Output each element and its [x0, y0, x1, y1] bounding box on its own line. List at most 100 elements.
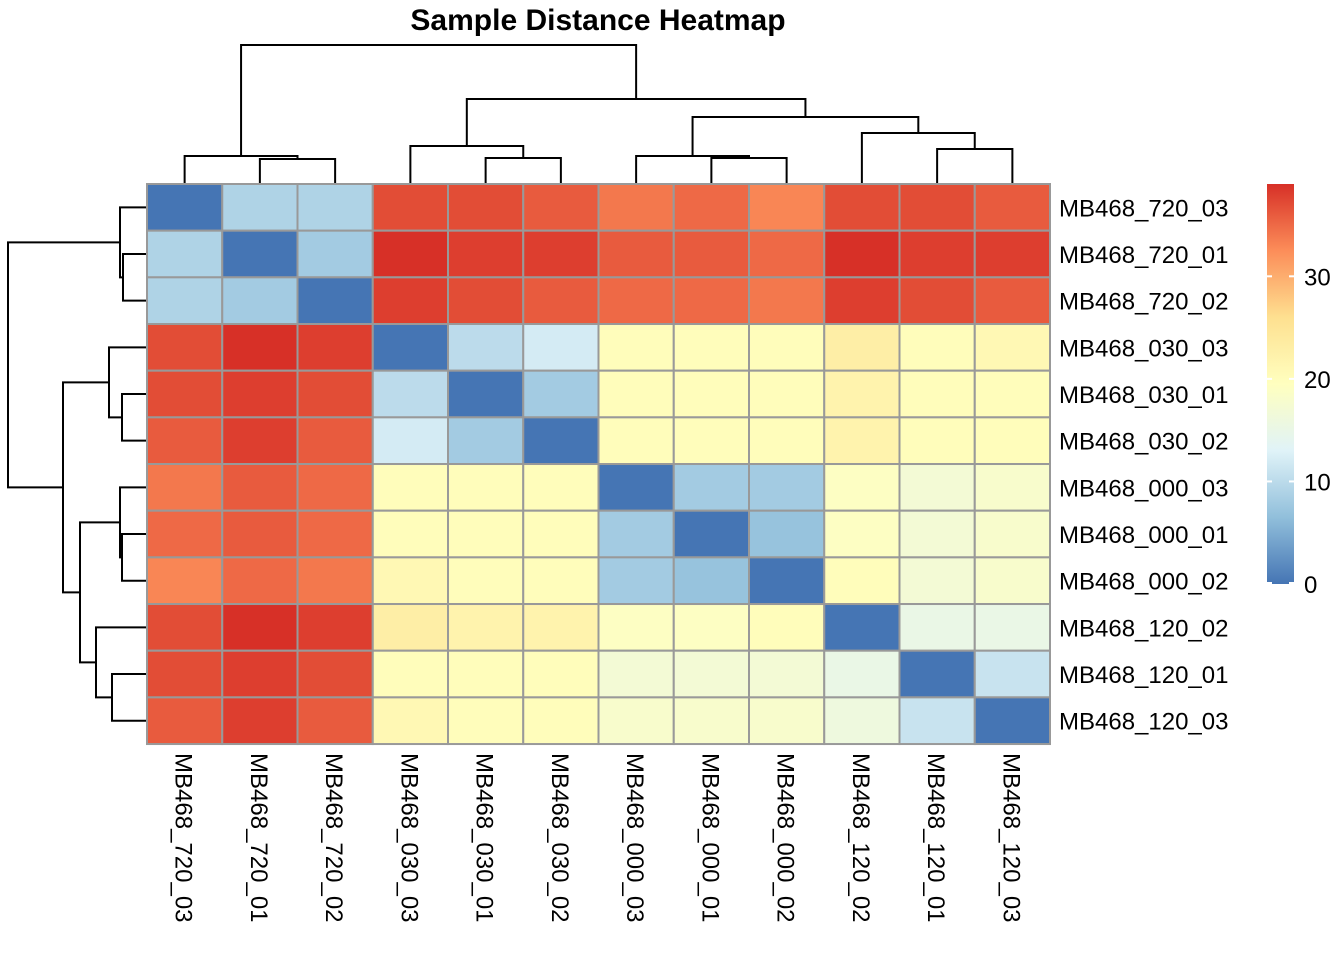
heatmap-cell: [371, 229, 449, 279]
heatmap-cell: [898, 229, 976, 279]
dendrogram-branch: [119, 486, 147, 559]
row-label: MB468_120_02: [1059, 615, 1228, 642]
heatmap-cell: [672, 696, 750, 746]
heatmap-cell: [672, 463, 750, 512]
heatmap-cell: [823, 183, 901, 232]
column-label: MB468_120_02: [847, 753, 874, 922]
heatmap-cell: [748, 556, 826, 606]
heatmap-cell: [221, 509, 299, 559]
heatmap-cell: [296, 229, 374, 279]
heatmap-cell: [447, 463, 525, 512]
row-label: MB468_720_02: [1059, 289, 1228, 316]
heatmap-cell: [371, 696, 449, 746]
heatmap-cell: [146, 603, 224, 652]
heatmap-cell: [371, 323, 449, 372]
heatmap-cell: [823, 416, 901, 466]
heatmap-cell: [296, 183, 374, 232]
heatmap-cell: [823, 696, 901, 746]
heatmap-cell: [522, 603, 600, 652]
heatmap-cell: [221, 649, 299, 699]
column-labels: MB468_720_03 MB468_720_01 MB468_720_02 MB46…: [170, 753, 1025, 922]
heatmap-cell: [221, 416, 299, 466]
heatmap-cell: [522, 649, 600, 699]
heatmap-cell: [522, 276, 600, 326]
heatmap-cell: [823, 229, 901, 279]
column-dendrogram: [183, 44, 1014, 184]
heatmap-cell: [672, 276, 750, 326]
heatmap-cell: [522, 323, 600, 372]
heatmap-cell: [748, 229, 826, 279]
heatmap-cell: [447, 696, 525, 746]
heatmap-cell: [221, 603, 299, 652]
heatmap-cell: [672, 229, 750, 279]
heatmap-cell: [898, 323, 976, 372]
heatmap-cell: [748, 649, 826, 699]
legend-tick-label: 20: [1304, 367, 1331, 394]
heatmap-cell: [447, 603, 525, 652]
heatmap-cell: [672, 603, 750, 652]
heatmap-cell: [146, 323, 224, 372]
heatmap-cell: [898, 183, 976, 232]
heatmap-cell: [146, 556, 224, 606]
heatmap-cell: [371, 509, 449, 559]
row-label: MB468_720_01: [1059, 242, 1228, 269]
heatmap-cell: [296, 276, 374, 326]
heatmap-cell: [973, 649, 1051, 699]
heatmap-cell: [221, 229, 299, 279]
heatmap-cell: [823, 369, 901, 419]
dendrogram-branch: [240, 44, 638, 156]
heatmap-cell: [221, 276, 299, 326]
heatmap-cell: [597, 276, 675, 326]
row-label: MB468_000_03: [1059, 475, 1228, 502]
heatmap-cell: [973, 463, 1051, 512]
heatmap-cell: [146, 183, 224, 232]
heatmap-cell: [447, 183, 525, 232]
heatmap-cell: [522, 183, 600, 232]
heatmap-cell: [898, 416, 976, 466]
heatmap-cell: [146, 463, 224, 512]
dendrogram-branch: [111, 673, 147, 722]
heatmap-cell: [823, 649, 901, 699]
heatmap-cell: [522, 416, 600, 466]
heatmap-cell: [597, 229, 675, 279]
heatmap-cell: [296, 696, 374, 746]
heatmap-cell: [597, 603, 675, 652]
heatmap-cells: [146, 183, 1051, 746]
dendrogram-branch: [183, 155, 299, 184]
row-dendrogram: [7, 206, 147, 722]
heatmap-cell: [146, 649, 224, 699]
heatmap-cell: [146, 369, 224, 419]
heatmap-cell: [898, 696, 976, 746]
heatmap-cell: [597, 463, 675, 512]
dendrogram-branch: [108, 346, 147, 419]
heatmap-cell: [146, 509, 224, 559]
dendrogram-branch: [121, 533, 147, 582]
heatmap-cell: [973, 323, 1051, 372]
heatmap-cell: [748, 276, 826, 326]
column-label: MB468_120_03: [997, 753, 1024, 922]
row-label: MB468_030_03: [1059, 335, 1228, 362]
heatmap-cell: [597, 416, 675, 466]
heatmap-cell: [597, 556, 675, 606]
heatmap-cell: [447, 509, 525, 559]
heatmap-cell: [823, 323, 901, 372]
heatmap-cell: [371, 463, 449, 512]
heatmap-cell: [672, 649, 750, 699]
heatmap-cell: [221, 556, 299, 606]
heatmap-cell: [973, 696, 1051, 746]
heatmap-cell: [823, 603, 901, 652]
heatmap-cell: [748, 509, 826, 559]
dendrogram-branch: [710, 157, 788, 184]
heatmap-cell: [898, 556, 976, 606]
chart-title: Sample Distance Heatmap: [410, 4, 785, 37]
dendrogram-branch: [691, 116, 920, 156]
heatmap-cell: [748, 369, 826, 419]
heatmap-cell: [672, 416, 750, 466]
column-label: MB468_030_02: [546, 753, 573, 922]
heatmap-cell: [522, 509, 600, 559]
dendrogram-branch: [95, 626, 147, 699]
heatmap-cell: [522, 229, 600, 279]
heatmap-cell: [296, 556, 374, 606]
heatmap-cell: [898, 649, 976, 699]
